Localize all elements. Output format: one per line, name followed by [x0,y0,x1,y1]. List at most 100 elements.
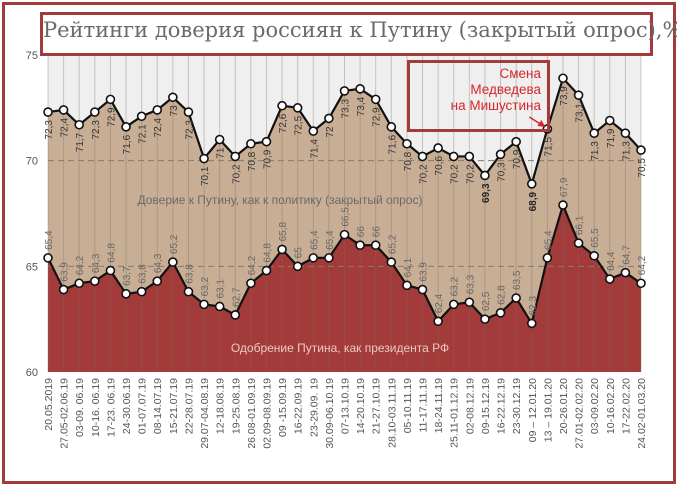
trust-point [324,113,334,124]
approval-point [495,308,506,318]
trust-data-label: 70,9 [512,149,523,169]
approval-data-label: 64,8 [262,243,273,263]
approval-point [168,257,178,267]
x-tick-label: 16-22.09.19 [293,378,305,434]
trust-data-label: 72,3 [44,120,55,140]
approval-point [261,265,272,276]
x-tick-label: 05-10.11.19 [402,378,414,433]
x-tick-label: 29.07-04.08.19 [199,378,211,449]
trust-point [370,94,381,105]
x-tick-label: 30.09-06.10.19 [324,378,336,449]
trust-data-label: 70,2 [419,164,430,184]
trust-data-label: 71,6 [387,134,398,154]
approval-point [558,200,568,210]
trust-data-label: 71,3 [590,141,601,161]
approval-point [464,297,475,308]
approval-point [292,261,303,272]
x-tick-label: 19-25.08.19 [230,378,242,434]
trust-data-label: 70,8 [403,151,414,171]
x-tick-label: 09 -15.09.19 [277,378,289,437]
approval-point [58,284,69,295]
approval-data-label: 63,2 [450,276,461,296]
x-tick-label: 16-22.12.19 [496,378,508,434]
x-tick-label: 07-13.10.19 [340,378,352,434]
approval-point [370,240,381,250]
x-tick-label: 11-17.11.19 [418,378,430,433]
approval-data-label: 64,8 [106,243,117,263]
trust-data-label: 70,1 [200,166,211,186]
x-tick-label: 09-15.12.19 [480,378,492,434]
x-tick-label: 27.05-02.06.19 [59,378,71,449]
trust-point [152,105,163,115]
trust-data-label: 73,3 [341,98,352,118]
approval-point [620,267,631,278]
trust-point [339,86,350,96]
x-tick-label: 23-30.12.19 [511,378,523,434]
trust-point [214,134,225,145]
trust-point [121,122,131,132]
approval-data-label: 62,8 [497,285,508,305]
approval-point [386,257,397,267]
trust-data-label: 72,4 [60,118,71,138]
trust-point [43,107,53,117]
y-tick-label: 70 [26,156,38,168]
trust-point [277,100,287,111]
trust-data-label: 71,5 [543,137,554,157]
trust-data-label: 70,6 [434,156,445,176]
trust-data-label: 72,1 [138,124,149,144]
title-box: Рейтинги доверия россиян к Путину (закры… [40,12,677,56]
annotation-box: Смена Медведева на Мишустина [407,60,550,132]
approval-point [199,299,209,310]
x-tick-label: 26.08-01.09.19 [246,378,258,449]
trust-point [230,151,241,162]
trust-point [417,151,428,162]
approval-point [339,229,350,240]
approval-data-label: 64,4 [606,251,617,271]
x-tick-label: 02.09-08.09.19 [261,378,273,449]
trust-data-label: 70,8 [247,151,258,171]
x-tick-label: 08-14.07.19 [152,378,164,434]
trust-point [433,143,443,153]
x-tick-label: 10-16.02.20 [605,378,617,434]
trust-point [620,128,631,138]
trust-data-label: 71 [216,147,227,159]
approval-point [604,274,615,284]
trust-point [386,122,397,132]
approval-point [417,284,428,295]
trust-point [261,136,272,147]
trust-data-label: 72,5 [294,115,305,135]
trust-point [480,170,490,181]
trust-data-label: 70,3 [497,162,508,182]
approval-data-label: 66 [356,226,367,238]
trust-point [183,107,194,117]
approval-point [214,301,225,312]
trust-data-label: 69,3 [481,183,492,203]
x-tick-label: 21-27.10.19 [371,378,383,434]
approval-data-label: 62,5 [481,291,492,311]
x-tick-label: 20.05.2019 [43,378,55,431]
approval-point [448,299,459,310]
approval-point [526,318,537,329]
trust-data-label: 68,9 [528,191,539,211]
trust-data-label: 73,4 [356,96,367,116]
approval-data-label: 64,2 [247,255,258,275]
approval-data-label: 62,3 [528,295,539,315]
approval-data-label: 65,2 [387,234,398,254]
trust-point [402,138,412,149]
approval-data-label: 63,9 [419,262,430,282]
annotation-line: Смена [499,66,541,81]
chart-title: Рейтинги доверия россиян к Путину (закры… [43,18,677,42]
approval-data-label: 66,5 [341,207,352,227]
approval-data-label: 67,9 [559,177,570,197]
x-tick-label: 25.11-01.12.19 [449,378,461,448]
trust-data-label: 71,6 [122,134,133,154]
trust-point [604,115,615,126]
trust-point [105,94,116,105]
approval-area [48,205,641,372]
x-tick-label: 17-22.02.20 [620,378,632,434]
trust-point [636,145,646,155]
series-label-trust: Доверие к Путину, как к политику (закрыт… [137,193,422,207]
x-tick-label: 24-30.06.19 [121,378,133,434]
